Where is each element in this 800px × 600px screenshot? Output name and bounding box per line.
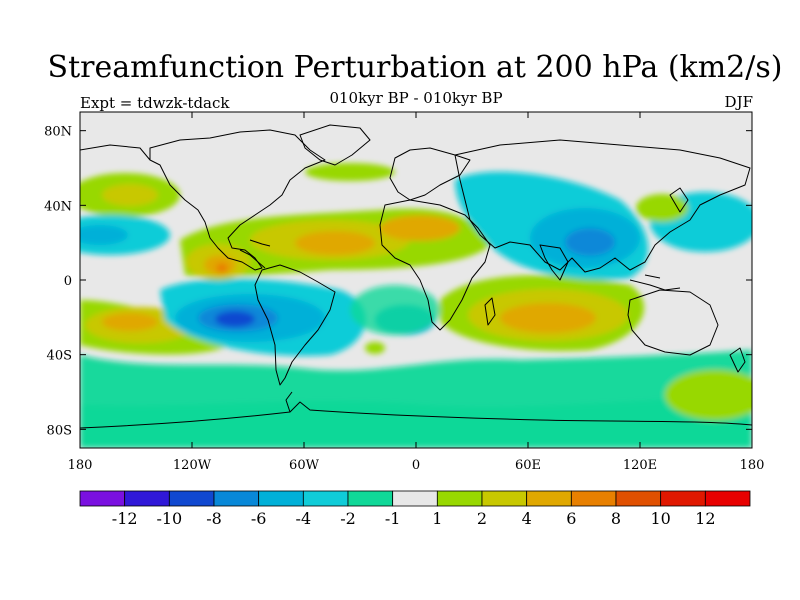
field-region-arctic-pos <box>305 163 395 181</box>
field-region-antarctic <box>80 395 752 448</box>
experiment-label: Expt = tdwzk-tdack <box>80 94 230 112</box>
colorbar-box <box>79 490 126 507</box>
lon-tick-label: 120W <box>173 458 212 473</box>
streamfunction-field <box>80 163 752 448</box>
coast-antarctica <box>80 401 752 429</box>
lon-tick-label: 180 <box>68 458 93 473</box>
field-region-s-america-neg4 <box>215 311 255 327</box>
colorbar-label: 8 <box>611 509 621 528</box>
colorbar-label: 12 <box>695 509 715 528</box>
lat-tick-label: 40S <box>47 349 72 364</box>
colorbar-label: -1 <box>385 509 401 528</box>
coast-india <box>539 244 569 281</box>
coast-central-america <box>239 249 266 269</box>
colorbar-box <box>570 490 617 507</box>
colorbar-box <box>660 490 706 507</box>
season-label: DJF <box>724 93 753 111</box>
coast-south-america <box>254 264 336 386</box>
field-region-asia-neg3 <box>565 228 615 256</box>
colorbar-label: -8 <box>206 509 222 528</box>
lat-tick-label: 80S <box>47 423 72 438</box>
coastlines <box>80 124 752 429</box>
coast-north-america <box>149 129 326 271</box>
field-region-s-indian-inner <box>500 303 596 333</box>
field-region-trop-atl-inner <box>295 231 375 255</box>
colorbar-label: -6 <box>251 509 267 528</box>
colorbar-label: 1 <box>432 509 442 528</box>
colorbar-box <box>392 490 438 507</box>
lon-tick-label: 0 <box>412 458 420 473</box>
colorbar-box <box>213 490 260 507</box>
colorbar-box <box>258 490 304 507</box>
coast-africa <box>379 199 491 331</box>
colorbar-label: 6 <box>566 509 576 528</box>
field-region-s-ocean-small <box>365 342 385 354</box>
colorbar-label: 10 <box>650 509 670 528</box>
colorbar-box <box>526 490 572 507</box>
field-region-japan-pos <box>636 194 688 222</box>
colorbar-boxes <box>79 490 751 507</box>
colorbar-label: -2 <box>340 509 356 528</box>
coast-asia <box>454 139 751 273</box>
lat-tick-label: 0 <box>64 274 72 289</box>
lon-tick-label: 120E <box>623 458 657 473</box>
colorbar-box <box>347 490 394 507</box>
field-region-n-pacific-core <box>102 184 158 206</box>
lon-tick-label: 180 <box>740 458 765 473</box>
colorbar-box <box>704 490 751 507</box>
field-region-sw-pacific-pos <box>665 370 752 420</box>
period-label: 010kyr BP - 010kyr BP <box>329 89 503 107</box>
colorbar-label: -12 <box>112 509 138 528</box>
colorbar-box <box>436 490 483 507</box>
colorbar-box <box>168 490 215 507</box>
colorbar-box <box>124 490 170 507</box>
field-region-s-pacific-inner <box>102 313 158 331</box>
coast-australia <box>627 289 719 356</box>
coast-alaska <box>80 144 151 161</box>
coast-se-asia-islands <box>629 274 681 291</box>
coast-caribbean <box>249 239 271 247</box>
field-region-ne-pacific-neg2 <box>80 225 128 245</box>
colorbar-label: -10 <box>156 509 182 528</box>
coast-madagascar <box>484 297 496 326</box>
coast-japan <box>669 187 689 213</box>
field-region-e-pacific-inner <box>216 263 228 273</box>
colorbar-box <box>615 490 662 507</box>
colorbar-box <box>302 490 349 507</box>
coast-antarctic-peninsula <box>285 391 293 413</box>
coast-greenland <box>299 124 371 166</box>
longitude-axis: 180 120W 60W 0 60E 120E 180 <box>68 112 765 473</box>
colorbar-label: 4 <box>522 509 532 528</box>
latitude-axis: 80N 40N 0 40S 80S <box>44 125 752 438</box>
plot-title: Streamfunction Perturbation at 200 hPa (… <box>47 50 783 85</box>
colorbar-labels: -12 -10 -8 -6 -4 -2 -1 1 2 4 6 8 10 12 <box>112 509 716 528</box>
lat-tick-label: 40N <box>44 199 72 214</box>
lon-tick-label: 60W <box>289 458 320 473</box>
colorbar-label: -4 <box>296 509 312 528</box>
coast-europe <box>389 147 471 201</box>
colorbar-label: 2 <box>477 509 487 528</box>
lon-tick-label: 60E <box>515 458 541 473</box>
field-region-s-atlantic-neg-outer <box>350 285 440 335</box>
field-region-n-africa <box>380 215 460 241</box>
lat-tick-label: 80N <box>44 125 72 140</box>
colorbar-box <box>481 490 528 507</box>
coast-new-zealand <box>729 347 746 373</box>
